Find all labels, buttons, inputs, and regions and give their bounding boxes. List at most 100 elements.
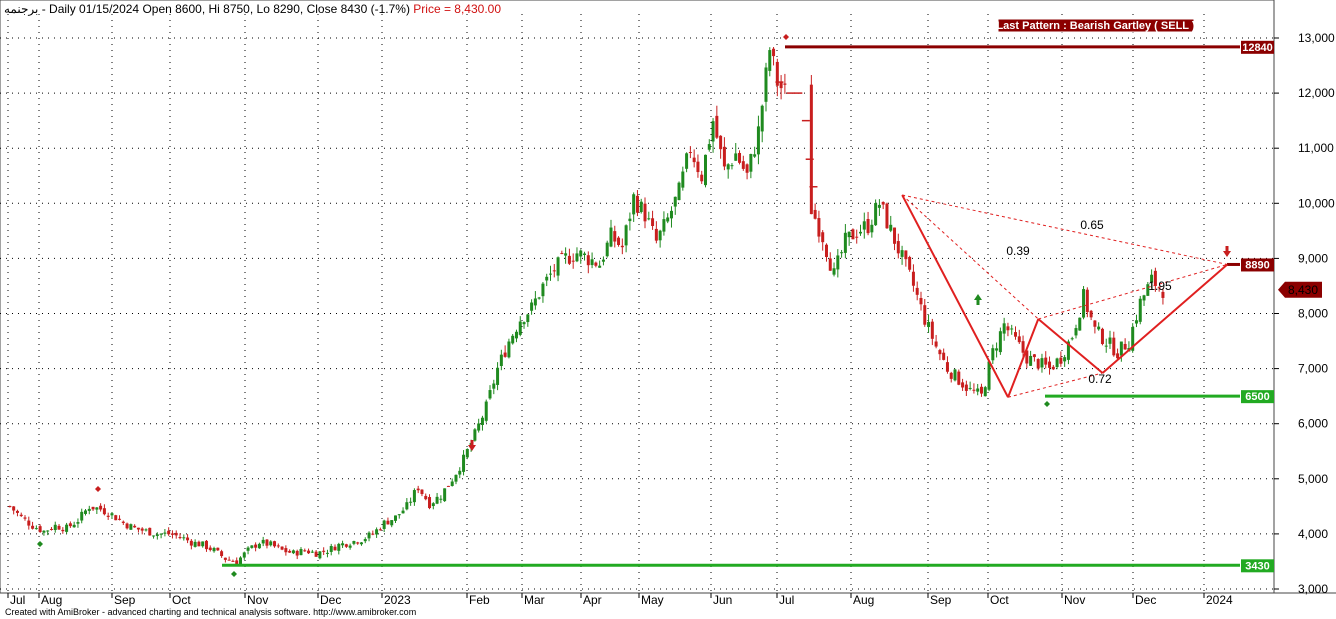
candle xyxy=(514,329,518,343)
candle xyxy=(726,163,730,179)
candle-body xyxy=(1089,310,1093,318)
candle xyxy=(866,211,870,236)
candle xyxy=(443,488,447,502)
candle xyxy=(715,105,719,139)
candle-body xyxy=(352,541,356,544)
candle-body xyxy=(15,510,19,513)
candle-body xyxy=(1014,332,1017,337)
candle xyxy=(617,236,621,247)
candle xyxy=(945,356,949,374)
x-tick-label: Nov xyxy=(247,593,268,607)
signal-diamond-icon xyxy=(783,34,789,40)
candle-body xyxy=(167,530,171,535)
candle xyxy=(95,507,99,514)
candle-body xyxy=(140,528,144,531)
candle xyxy=(473,428,477,442)
candle xyxy=(658,229,662,248)
candle-body xyxy=(23,517,27,519)
candle xyxy=(760,104,764,143)
candle xyxy=(99,503,103,512)
candle-body xyxy=(1051,366,1055,370)
candle xyxy=(329,543,333,556)
candle xyxy=(518,316,522,337)
x-tick-label: Sep xyxy=(930,593,952,607)
candle-body xyxy=(261,539,265,544)
candle-body xyxy=(832,268,836,275)
candle-body xyxy=(673,196,677,207)
candle-body xyxy=(809,84,813,215)
candle xyxy=(477,418,481,433)
candle-body xyxy=(1025,350,1029,364)
candle xyxy=(114,514,118,521)
candle xyxy=(983,385,987,397)
candle xyxy=(938,348,942,361)
candle-body xyxy=(378,529,382,531)
candle-body xyxy=(439,498,443,500)
candle xyxy=(291,549,295,555)
candle xyxy=(261,536,265,547)
candle-body xyxy=(201,541,205,547)
candle xyxy=(15,509,19,517)
candle-body xyxy=(284,548,288,553)
candle-body xyxy=(49,528,53,530)
candle-body xyxy=(552,270,556,272)
candle-body xyxy=(1036,359,1040,369)
x-tick-label: Oct xyxy=(990,593,1009,607)
level-label: 12840 xyxy=(1242,42,1273,54)
candle xyxy=(371,530,375,536)
x-tick-label: Nov xyxy=(1064,593,1085,607)
candle xyxy=(643,197,647,229)
pattern-leg xyxy=(1037,318,1104,374)
candle-body xyxy=(152,535,156,537)
candle-body xyxy=(1153,270,1157,286)
candle-body xyxy=(998,331,1002,353)
y-tick-label: 11,000 xyxy=(1298,141,1334,155)
candle-body xyxy=(511,335,515,344)
candle xyxy=(424,493,428,501)
candle xyxy=(34,525,38,530)
candle-body xyxy=(299,549,303,556)
candle-body xyxy=(979,386,983,394)
candle-body xyxy=(859,231,862,234)
candle-body xyxy=(412,490,416,503)
candle-body xyxy=(276,545,280,547)
candle xyxy=(1134,314,1138,328)
x-tick-label: Dec xyxy=(320,593,341,607)
candle xyxy=(288,549,292,553)
signal-diamond-icon xyxy=(37,541,43,547)
candle-body xyxy=(639,201,643,213)
candle xyxy=(900,245,904,265)
candle-body xyxy=(983,387,987,397)
signal-arrow-up-icon xyxy=(974,294,982,305)
candle xyxy=(428,494,432,510)
candle xyxy=(526,313,530,327)
candle-body xyxy=(734,153,738,161)
candle xyxy=(394,515,397,523)
candle-body xyxy=(530,302,534,311)
candle-body xyxy=(1070,338,1074,340)
level-badge-3430 xyxy=(1241,559,1274,573)
candle-body xyxy=(1138,298,1142,322)
candle-body xyxy=(1097,326,1101,330)
signal-diamond-icon xyxy=(1044,401,1050,407)
candle-body xyxy=(1112,337,1116,356)
candle xyxy=(1051,364,1055,371)
candle-body xyxy=(405,502,409,510)
candle-body xyxy=(12,506,16,511)
candle-body xyxy=(84,510,87,514)
candle-body xyxy=(1119,341,1123,356)
candle-body xyxy=(586,255,590,266)
candle-body xyxy=(571,260,575,262)
candle xyxy=(363,537,367,544)
candle xyxy=(382,519,386,533)
candle-body xyxy=(223,557,227,560)
pattern-leg xyxy=(901,194,1009,398)
candle-body xyxy=(745,164,749,173)
candle-body xyxy=(575,253,579,262)
candle-body xyxy=(840,252,844,254)
candle-body xyxy=(239,557,242,565)
candle-body xyxy=(738,152,742,163)
candle xyxy=(628,212,632,231)
candle-body xyxy=(488,390,492,399)
candle-body xyxy=(204,540,208,550)
